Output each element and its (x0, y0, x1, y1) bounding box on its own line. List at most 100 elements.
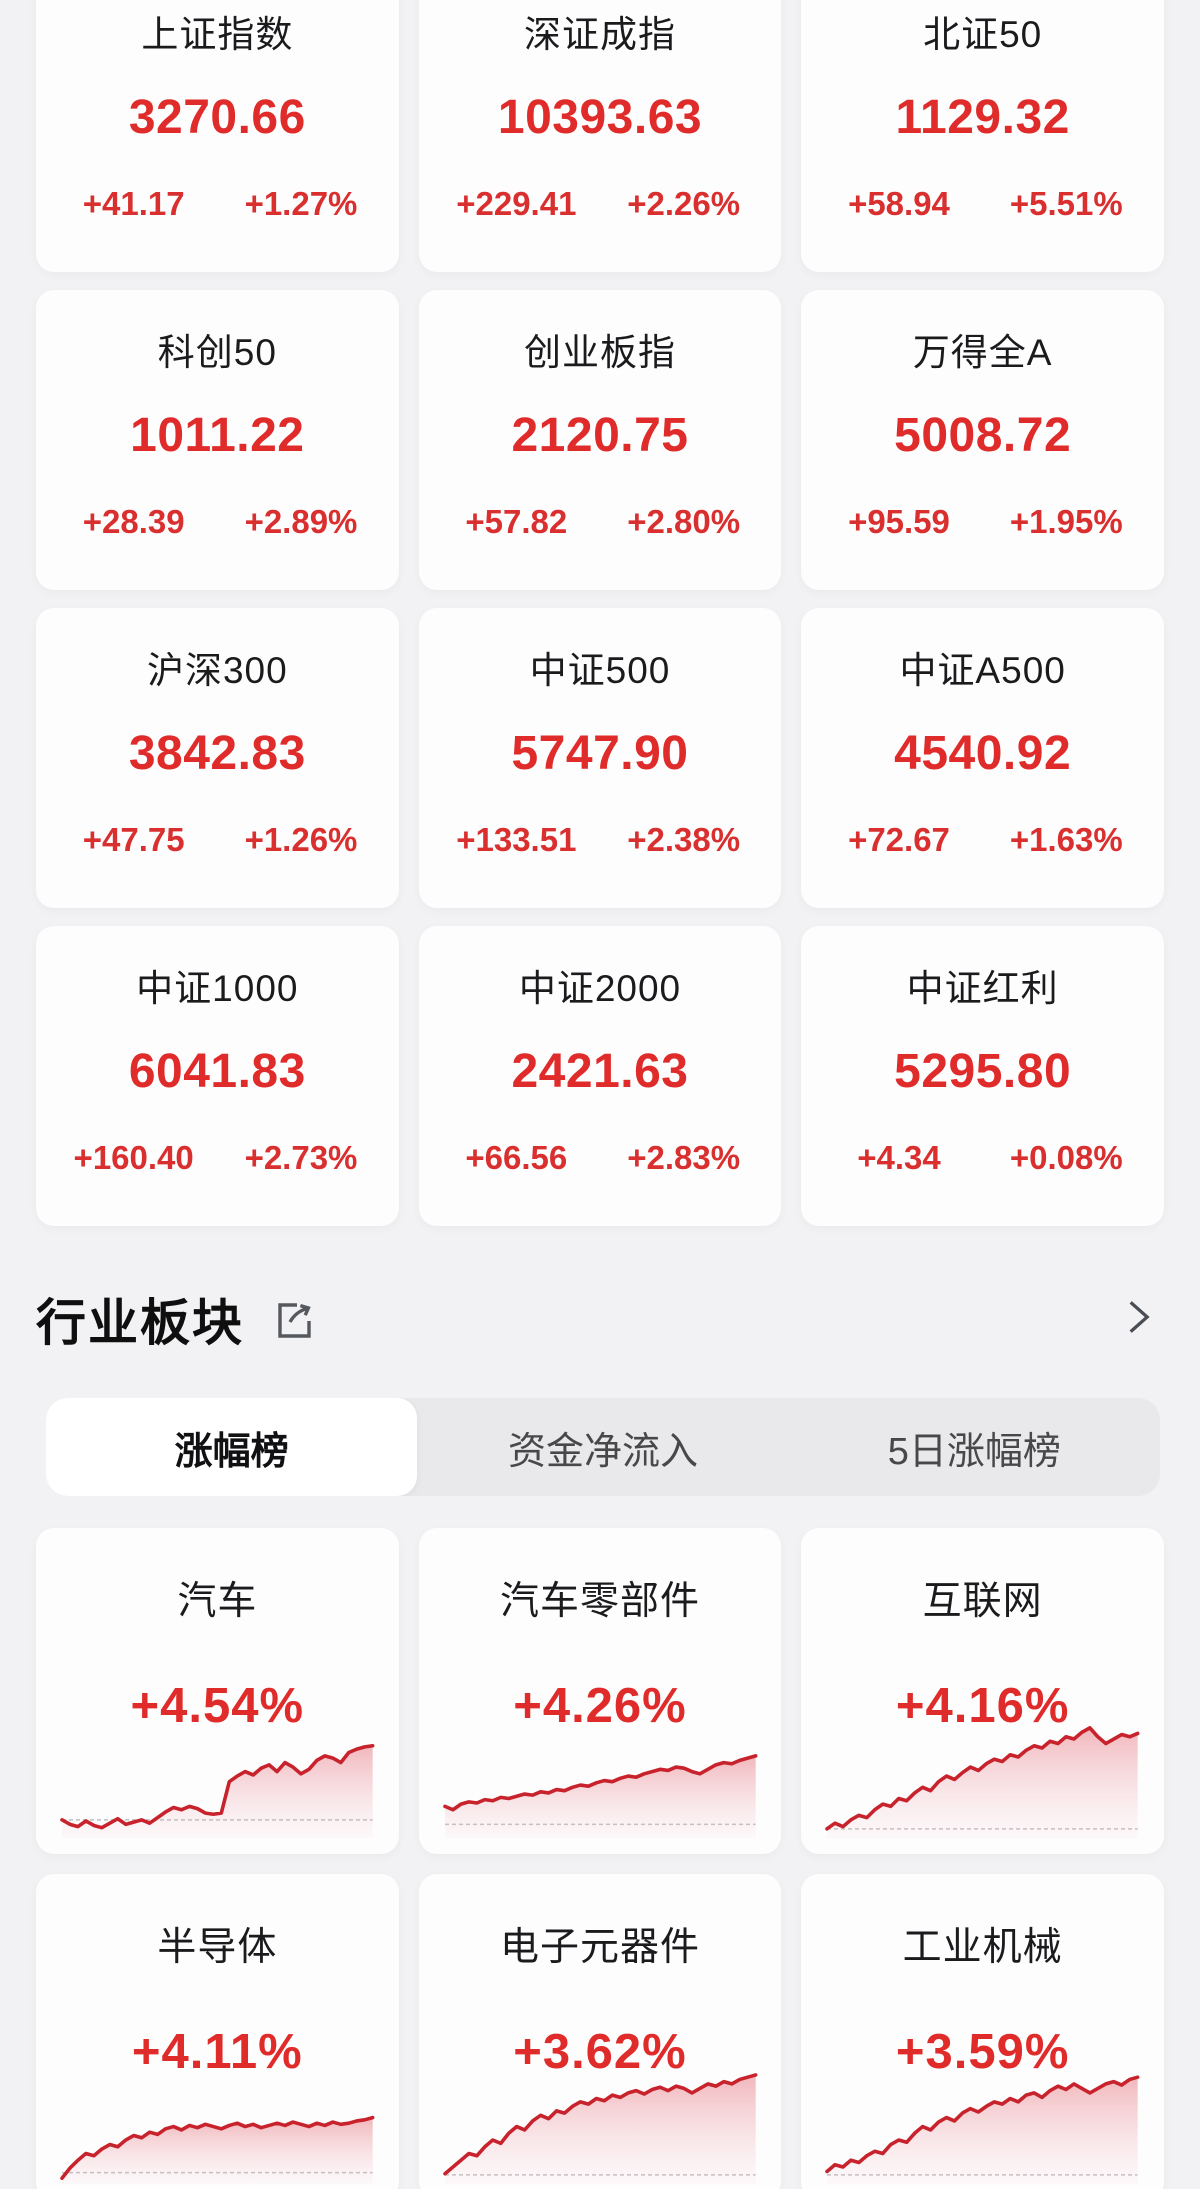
index-change-row: +72.67 +1.63% (801, 821, 1164, 859)
sector-card-grid: 汽车 +4.54% 汽车零部件 +4.26% 互联网 +4.16% 半导体 +4… (0, 1528, 1200, 2189)
index-change: +72.67 (848, 821, 950, 858)
tab-gainers[interactable]: 涨幅榜 (46, 1398, 418, 1496)
index-value: 2120.75 (511, 409, 689, 462)
index-card[interactable]: 沪深300 3842.83 +47.75 +1.26% (36, 608, 399, 908)
index-value: 5747.90 (511, 727, 689, 780)
chevron-right-icon[interactable] (1116, 1291, 1160, 1348)
index-change-row: +4.34 +0.08% (801, 1139, 1164, 1177)
sector-change-pct: +4.16% (895, 1679, 1070, 1733)
index-change: +57.82 (465, 503, 568, 540)
index-change-row: +229.41 +2.26% (419, 185, 782, 223)
index-value: 1129.32 (895, 91, 1070, 144)
sector-name: 半导体 (157, 1926, 278, 1969)
index-change-row: +47.75 +1.26% (36, 821, 399, 859)
index-card[interactable]: 北证50 1129.32 +58.94 +5.51% (801, 0, 1164, 272)
index-change-row: +58.94 +5.51% (801, 185, 1164, 223)
index-card[interactable]: 中证A500 4540.92 +72.67 +1.63% (801, 608, 1164, 908)
index-change-row: +95.59 +1.95% (801, 503, 1164, 541)
index-card[interactable]: 科创50 1011.22 +28.39 +2.89% (36, 290, 399, 590)
sector-card[interactable]: 汽车零部件 +4.26% (418, 1528, 782, 1854)
index-change-row: +41.17 +1.27% (36, 185, 399, 223)
index-name: 中证1000 (136, 968, 299, 1009)
sector-tabs: 涨幅榜 资金净流入 5日涨幅榜 (46, 1398, 1160, 1496)
index-change: +41.17 (82, 185, 185, 222)
index-value: 3270.66 (128, 91, 306, 144)
share-icon[interactable] (270, 1296, 318, 1349)
index-change: +58.94 (848, 185, 950, 222)
index-value: 2421.63 (511, 1045, 689, 1098)
section-title: 行业板块 (36, 1295, 244, 1351)
index-change-row: +57.82 +2.80% (419, 503, 782, 541)
sector-name: 汽车 (177, 1580, 258, 1623)
index-value: 1011.22 (130, 409, 305, 462)
sector-sparkline-chart (62, 1716, 373, 1838)
sector-change-pct: +4.11% (131, 2025, 303, 2079)
sector-card[interactable]: 半导体 +4.11% (36, 1874, 399, 2189)
index-card-grid: 上证指数 3270.66 +41.17 +1.27% 深证成指 10393.63… (36, 0, 1164, 1226)
index-name: 中证2000 (518, 968, 682, 1009)
sector-name: 工业机械 (902, 1926, 1063, 1969)
sector-change-pct: +4.26% (513, 1679, 687, 1733)
index-name: 沪深300 (146, 650, 288, 691)
index-name: 北证50 (923, 14, 1043, 55)
sector-name: 互联网 (922, 1580, 1043, 1623)
index-card[interactable]: 中证红利 5295.80 +4.34 +0.08% (801, 926, 1164, 1226)
sector-change-pct: +3.62% (513, 2025, 687, 2079)
sector-card[interactable]: 汽车 +4.54% (36, 1528, 399, 1854)
index-change-pct: +1.26% (244, 821, 358, 858)
index-change: +133.51 (456, 821, 577, 858)
index-change: +28.39 (82, 503, 185, 540)
index-card[interactable]: 中证2000 2421.63 +66.56 +2.83% (418, 926, 782, 1226)
sector-sparkline-chart (827, 2062, 1138, 2184)
index-change-pct: +2.83% (627, 1139, 741, 1176)
tab-net-inflow[interactable]: 资金净流入 (417, 1398, 788, 1496)
index-value: 5008.72 (894, 409, 1072, 462)
index-change-pct: +2.26% (627, 185, 741, 222)
index-change: +160.40 (73, 1139, 194, 1176)
sector-card[interactable]: 电子元器件 +3.62% (418, 1874, 782, 2189)
index-name: 万得全A (912, 332, 1053, 373)
sector-sparkline-chart (445, 2062, 756, 2184)
tab-5day-gainers[interactable]: 5日涨幅榜 (789, 1398, 1160, 1496)
index-change-row: +28.39 +2.89% (36, 503, 399, 541)
index-change-pct: +1.27% (244, 185, 358, 222)
sector-sparkline-chart (827, 1716, 1138, 1838)
index-change-pct: +2.73% (244, 1139, 358, 1176)
index-change-pct: +2.38% (627, 821, 741, 858)
index-value: 10393.63 (497, 91, 703, 144)
index-card[interactable]: 上证指数 3270.66 +41.17 +1.27% (36, 0, 399, 272)
index-card[interactable]: 创业板指 2120.75 +57.82 +2.80% (418, 290, 782, 590)
index-card[interactable]: 中证1000 6041.83 +160.40 +2.73% (36, 926, 399, 1226)
index-name: 科创50 (157, 332, 277, 373)
index-change-pct: +1.95% (1009, 503, 1123, 540)
index-name: 深证成指 (523, 14, 676, 55)
index-name: 上证指数 (141, 14, 294, 55)
index-card[interactable]: 中证500 5747.90 +133.51 +2.38% (418, 608, 782, 908)
index-change: +229.41 (456, 185, 577, 222)
index-value: 3842.83 (128, 727, 306, 780)
index-change-pct: +1.63% (1009, 821, 1123, 858)
index-value: 6041.83 (128, 1045, 306, 1098)
index-card[interactable]: 万得全A 5008.72 +95.59 +1.95% (801, 290, 1164, 590)
sector-sparkline-chart (445, 1716, 756, 1838)
index-card[interactable]: 深证成指 10393.63 +229.41 +2.26% (418, 0, 782, 272)
index-change-pct: +0.08% (1009, 1139, 1123, 1176)
sector-card[interactable]: 工业机械 +3.59% (801, 1874, 1164, 2189)
index-name: 创业板指 (523, 332, 676, 373)
index-change: +66.56 (465, 1139, 568, 1176)
sector-change-pct: +4.54% (130, 1679, 305, 1733)
index-name: 中证红利 (906, 968, 1059, 1009)
sector-name: 汽车零部件 (499, 1580, 700, 1623)
index-change-pct: +2.89% (244, 503, 358, 540)
index-name: 中证A500 (899, 650, 1066, 691)
index-change-row: +66.56 +2.83% (419, 1139, 782, 1177)
index-value: 4540.92 (894, 727, 1072, 780)
index-change: +95.59 (848, 503, 950, 540)
sector-name: 电子元器件 (499, 1926, 700, 1969)
index-change-row: +160.40 +2.73% (36, 1139, 399, 1177)
index-change-row: +133.51 +2.38% (419, 821, 782, 859)
sector-card[interactable]: 互联网 +4.16% (801, 1528, 1164, 1854)
index-value: 5295.80 (894, 1045, 1072, 1098)
index-change: +47.75 (82, 821, 185, 858)
